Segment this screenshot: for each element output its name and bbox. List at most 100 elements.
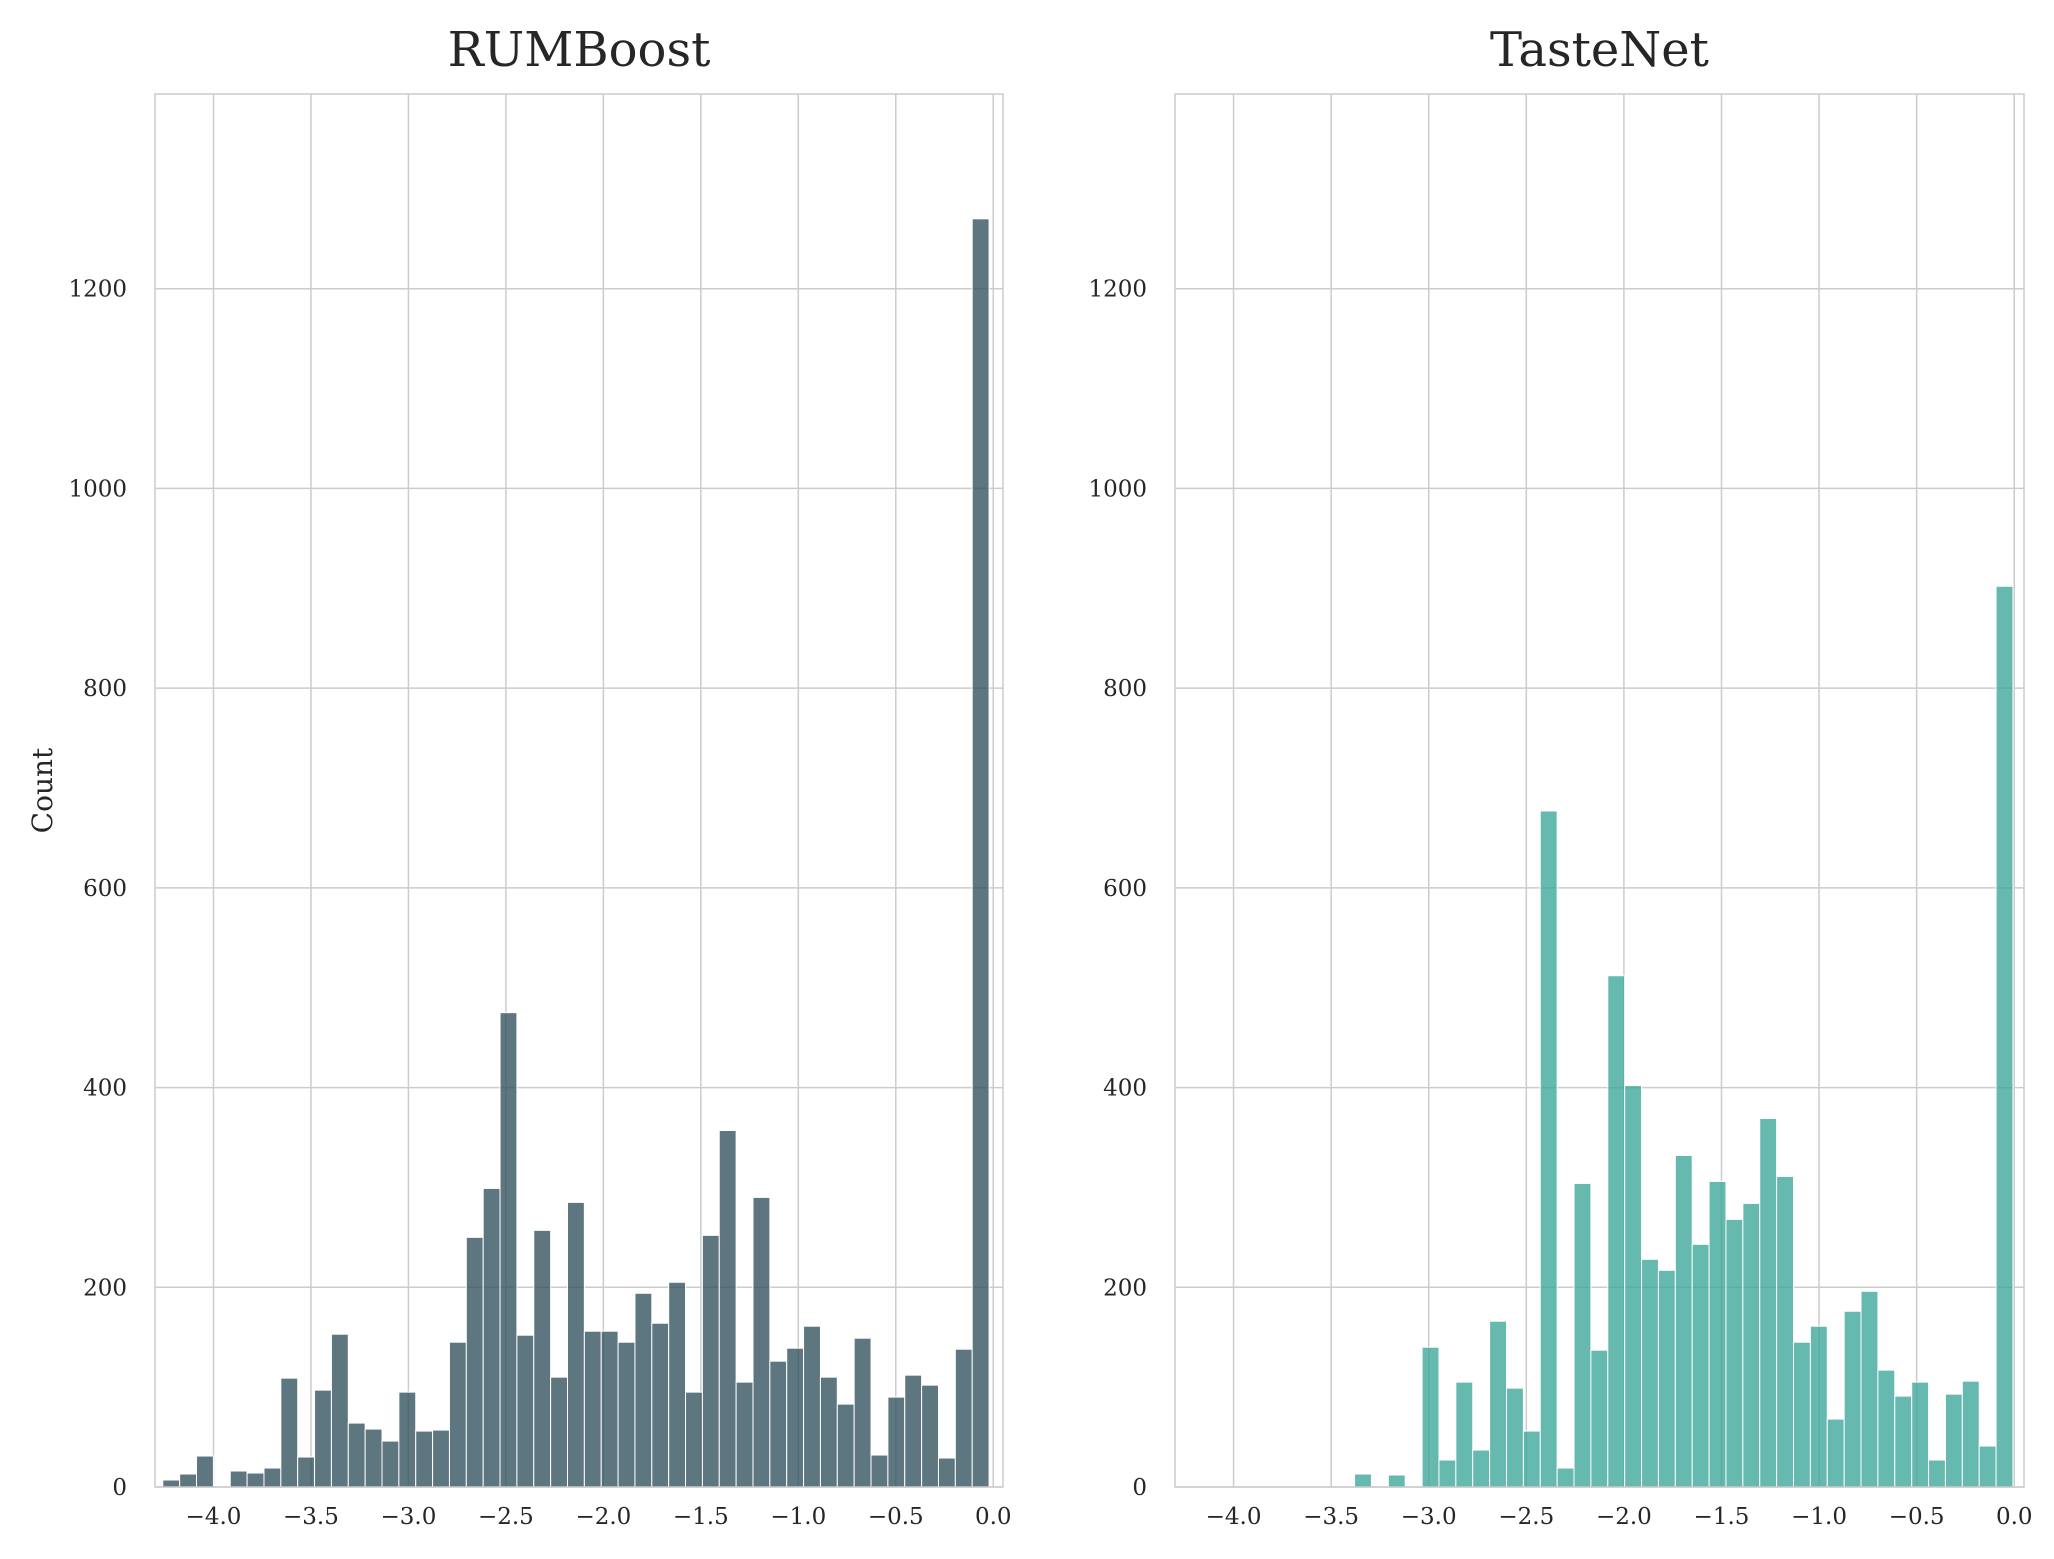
histogram-bar-rumboost-37 [786,1347,805,1488]
x-tick-label-rumboost-3: −2.5 [478,1504,534,1530]
histogram-bar-rumboost-18 [465,1236,484,1488]
histogram-bar-tastenet-15 [1607,975,1626,1488]
y-tick-label-tastenet-4: 800 [1103,676,1147,702]
histogram-bar-tastenet-24 [1759,1118,1778,1488]
histogram-bar-rumboost-0 [162,1479,181,1488]
histogram-bar-rumboost-23 [550,1376,568,1488]
x-tick-label-tastenet-3: −2.5 [1498,1504,1554,1530]
y-tick-label-tastenet-3: 600 [1103,876,1147,902]
histogram-bar-rumboost-47 [954,1348,973,1488]
histogram-bar-tastenet-8 [1489,1320,1508,1488]
histogram-bar-tastenet-30 [1860,1290,1879,1488]
x-tick-label-rumboost-2: −3.0 [380,1504,436,1530]
histogram-bar-tastenet-37 [1978,1445,1997,1488]
histogram-bar-rumboost-6 [263,1467,282,1488]
x-tick-label-rumboost-5: −1.5 [673,1504,729,1530]
x-tick-label-rumboost-1: −3.5 [283,1504,339,1530]
histogram-bar-rumboost-30 [668,1281,687,1488]
x-ticks-rumboost: −4.0 −3.5 −3.0 −2.5 −2.0 −1.5 −1.0 −0.5 0.0 [186,1504,1012,1530]
histogram-bar-rumboost-43 [887,1396,906,1488]
x-tick-label-tastenet-7: −0.5 [1889,1504,1945,1530]
histogram-bar-tastenet-16 [1624,1085,1643,1488]
histogram-bar-tastenet-20 [1691,1243,1710,1488]
histogram-bar-rumboost-38 [803,1325,821,1488]
histogram-bar-rumboost-46 [937,1457,956,1488]
histogram-bar-tastenet-32 [1894,1395,1913,1488]
histogram-bar-rumboost-41 [853,1337,872,1488]
x-ticks-tastenet: −4.0 −3.5 −3.0 −2.5 −2.0 −1.5 −1.0 −0.5 0.0 [1206,1504,2033,1530]
histogram-bar-rumboost-42 [870,1454,889,1488]
histogram-bar-tastenet-27 [1809,1325,1828,1488]
histogram-bar-rumboost-20 [499,1012,518,1488]
histogram-bar-tastenet-22 [1725,1218,1744,1488]
histogram-bar-rumboost-29 [651,1322,670,1488]
histogram-bar-tastenet-18 [1657,1269,1676,1488]
y-ticks-rumboost: 0 200 400 600 800 1000 1200 [68,277,127,1501]
x-tick-label-rumboost-0: −4.0 [186,1504,242,1530]
histogram-bar-rumboost-40 [836,1403,855,1488]
y-tick-label-rumboost-3: 600 [83,876,127,902]
histogram-bar-tastenet-5 [1438,1459,1457,1488]
histogram-bar-tastenet-12 [1556,1467,1575,1488]
histogram-bar-tastenet-25 [1776,1175,1795,1488]
x-tick-label-tastenet-0: −4.0 [1206,1504,1262,1530]
histogram-bar-rumboost-22 [533,1229,552,1488]
x-tick-label-tastenet-2: −3.0 [1401,1504,1457,1530]
histogram-bar-tastenet-7 [1472,1449,1491,1488]
histogram-bar-rumboost-10 [330,1333,349,1488]
histogram-bar-rumboost-12 [364,1428,383,1488]
histogram-bar-rumboost-31 [685,1391,703,1488]
histogram-bar-tastenet-2 [1387,1474,1406,1488]
histogram-bar-rumboost-15 [415,1430,434,1488]
y-ticks-tastenet: 0 200 400 600 800 1000 1200 [1088,277,1147,1501]
histogram-bar-tastenet-9 [1506,1387,1524,1488]
histogram-bar-rumboost-26 [600,1330,619,1488]
chart-title-tastenet: TasteNet [1490,22,1709,78]
bars-rumboost [162,218,990,1488]
histogram-bar-rumboost-34 [735,1381,754,1488]
histogram-bar-tastenet-0 [1354,1473,1372,1488]
y-tick-label-rumboost-0: 0 [112,1475,127,1501]
histogram-bar-rumboost-19 [482,1187,501,1488]
x-tick-label-rumboost-8: 0.0 [975,1504,1012,1530]
panel-rumboost: −4.0 −3.5 −3.0 −2.5 −2.0 −1.5 −1.0 −0.5 0.0 0 200… [26,22,1012,1530]
histogram-bar-rumboost-5 [246,1472,265,1488]
x-tick-label-tastenet-4: −2.0 [1596,1504,1652,1530]
chart-title-rumboost: RUMBoost [448,22,711,78]
grid-tastenet [1175,94,2024,1488]
histogram-bar-tastenet-17 [1641,1258,1659,1488]
histogram-bar-tastenet-34 [1928,1459,1946,1488]
histogram-bar-rumboost-27 [617,1341,636,1488]
axes-frame-rumboost [154,93,1004,1488]
histogram-bar-rumboost-9 [314,1389,332,1488]
histogram-bar-rumboost-24 [566,1201,585,1488]
x-tick-label-rumboost-4: −2.0 [575,1504,631,1530]
histogram-bar-rumboost-48 [971,218,990,1488]
histogram-bar-tastenet-11 [1539,810,1558,1488]
histogram-bar-rumboost-17 [448,1341,467,1488]
histogram-bar-rumboost-2 [196,1455,214,1488]
y-tick-label-rumboost-1: 200 [83,1275,127,1301]
histogram-bar-tastenet-28 [1826,1418,1845,1488]
histogram-bar-tastenet-19 [1674,1154,1693,1488]
histogram-bar-rumboost-16 [432,1429,450,1488]
y-tick-label-rumboost-2: 400 [83,1076,127,1102]
histogram-bar-rumboost-7 [280,1377,299,1488]
histogram-bar-tastenet-13 [1573,1182,1592,1488]
y-tick-label-tastenet-0: 0 [1132,1475,1147,1501]
y-tick-label-tastenet-1: 200 [1103,1275,1147,1301]
y-tick-label-tastenet-2: 400 [1103,1076,1147,1102]
y-tick-label-rumboost-5: 1000 [68,476,127,502]
histogram-bar-rumboost-4 [229,1470,248,1488]
histogram-bar-tastenet-21 [1708,1180,1727,1488]
histogram-bar-rumboost-28 [634,1292,653,1488]
histogram-bar-tastenet-6 [1455,1381,1474,1488]
x-tick-label-tastenet-6: −1.0 [1791,1504,1847,1530]
histogram-bar-tastenet-29 [1843,1310,1862,1488]
histogram-bar-rumboost-25 [583,1330,602,1488]
y-tick-label-rumboost-6: 1200 [68,277,127,303]
histogram-bar-rumboost-21 [516,1334,535,1488]
histogram-bar-rumboost-8 [297,1456,316,1488]
histogram-bar-rumboost-35 [752,1196,771,1488]
